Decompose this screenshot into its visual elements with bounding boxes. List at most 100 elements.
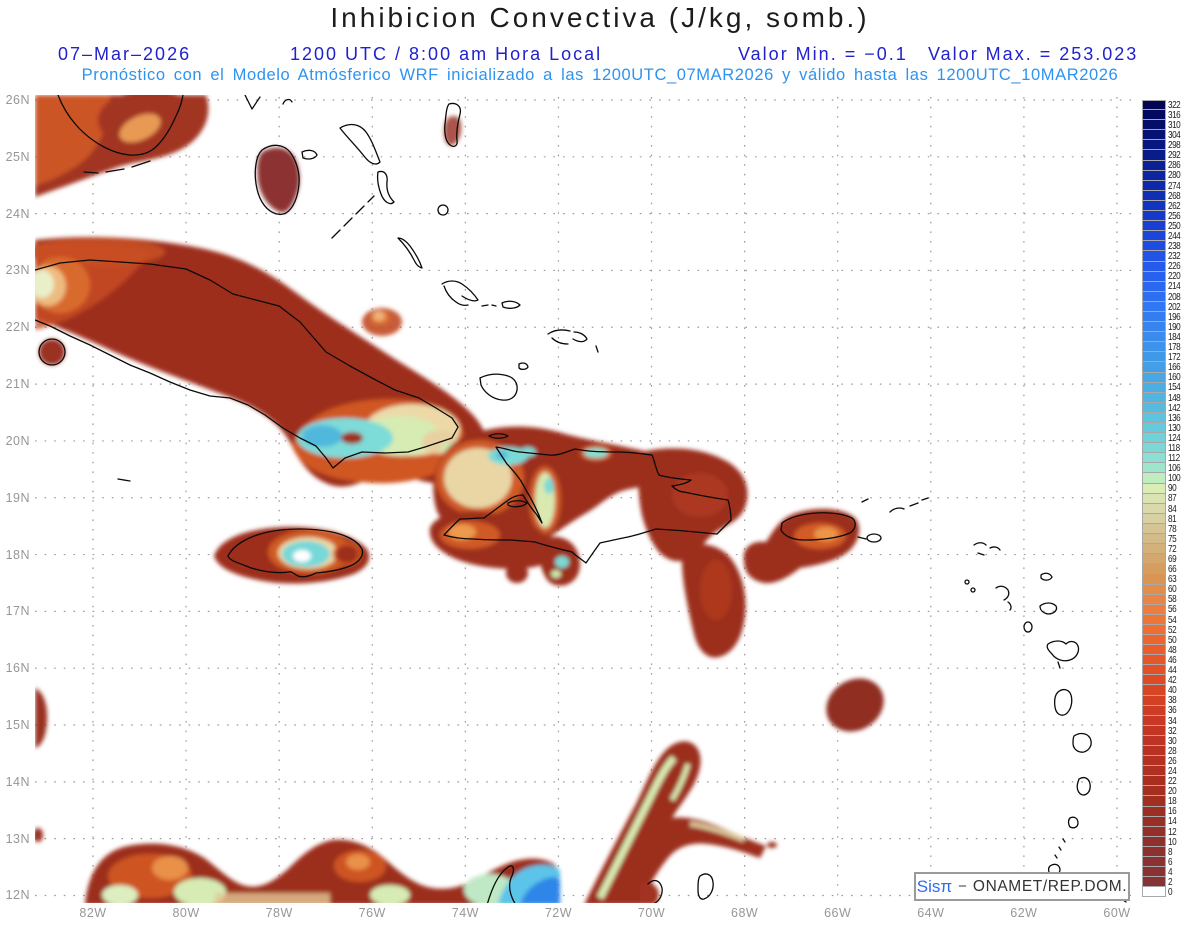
colorbar-cell	[1142, 200, 1166, 212]
colorbar-cell	[1142, 322, 1166, 333]
lat-tick-label: 16N	[5, 661, 30, 676]
colorbar-cell	[1142, 473, 1166, 484]
hook-band-shading	[584, 741, 777, 903]
colorbar-tick-label: 244	[1168, 230, 1181, 243]
lon-tick-label: 82W	[79, 906, 107, 920]
isla-juventud-coastline	[38, 338, 66, 366]
lon-tick-label: 74W	[451, 906, 479, 920]
colorbar-cell	[1142, 554, 1166, 565]
colorbar-cell	[1142, 746, 1166, 757]
colorbar-tick-label: 238	[1168, 240, 1181, 253]
colorbar-tick-label: 8	[1168, 845, 1173, 858]
jamaica-coastline	[227, 528, 364, 578]
virgin-islands-coastline	[861, 497, 929, 543]
colorbar-tick-label: 87	[1168, 492, 1177, 505]
legend-org-label: ONAMET/REP.DOM.	[972, 877, 1128, 895]
legend-separator: −	[958, 878, 967, 895]
colorbar-cell	[1142, 756, 1166, 767]
colorbar-cell	[1142, 291, 1166, 302]
colorbar-tick-label: 106	[1168, 462, 1181, 475]
colorbar-tick-label: 196	[1168, 310, 1181, 323]
colorbar-tick-label: 10	[1168, 835, 1177, 848]
colorbar-cell	[1142, 715, 1166, 726]
colorbar-cell	[1142, 826, 1166, 837]
colorbar-tick-label: 26	[1168, 754, 1177, 767]
colorbar-tick-label: 274	[1168, 179, 1181, 192]
colorbar-tick-label: 50	[1168, 633, 1177, 646]
isla-juventud-shading	[39, 339, 65, 365]
colorbar-cell	[1142, 110, 1166, 121]
colorbar-cell	[1142, 857, 1166, 868]
value-min-label: Valor Min. = −0.1	[738, 44, 908, 64]
florida-coastline	[57, 95, 184, 156]
lon-tick-label: 80W	[172, 906, 200, 920]
colorbar-tick-label: 286	[1168, 159, 1181, 172]
colorbar-tick-label: 32	[1168, 724, 1177, 737]
colorbar-tick-label: 58	[1168, 593, 1177, 606]
colorbar-cell	[1142, 483, 1166, 494]
colorbar-tick-label: 84	[1168, 502, 1177, 515]
andros-shading	[257, 147, 300, 213]
west-edge-dot	[35, 828, 43, 842]
colorbar-tick-label: 118	[1168, 441, 1180, 454]
lat-tick-label: 13N	[5, 831, 30, 846]
colorbar-cell	[1142, 160, 1166, 171]
colorbar-cell	[1142, 877, 1166, 888]
colorbar-cell	[1142, 140, 1166, 151]
colorbar-cell	[1142, 412, 1166, 423]
bahamas-coastline	[244, 95, 599, 401]
colorbar-cell	[1142, 665, 1166, 676]
colorbar-tick-label: 172	[1168, 351, 1181, 364]
colorbar-tick-label: 42	[1168, 674, 1177, 687]
colorbar-tick-label: 38	[1168, 694, 1177, 707]
colorbar-tick-label: 78	[1168, 522, 1177, 535]
florida-shading	[35, 95, 209, 197]
colorbar-cell	[1142, 443, 1166, 454]
colorbar-cell	[1142, 150, 1166, 161]
colorbar-tick-label: 34	[1168, 714, 1177, 727]
colorbar-tick-label: 66	[1168, 563, 1177, 576]
colorbar-cell	[1142, 695, 1166, 706]
colorbar-cell	[1142, 685, 1166, 696]
lon-tick-label: 66W	[824, 906, 852, 920]
colorbar-cell	[1142, 392, 1166, 403]
colorbar-cell	[1142, 503, 1166, 514]
colorbar-tick-label: 262	[1168, 199, 1181, 212]
tortuga-coastline	[488, 433, 509, 439]
colorbar-tick-label: 184	[1168, 330, 1181, 343]
colorbar-cell	[1142, 645, 1166, 656]
lat-tick-label: 19N	[5, 490, 30, 505]
lon-tick-label: 62W	[1010, 906, 1038, 920]
colorbar-cell	[1142, 836, 1166, 847]
colorbar-tick-label: 30	[1168, 734, 1177, 747]
colorbar-cell	[1142, 402, 1166, 413]
colorbar-cell	[1142, 241, 1166, 252]
south-coast-shading	[85, 839, 560, 903]
colorbar-tick-label: 226	[1168, 260, 1181, 273]
colorbar-cell	[1142, 453, 1166, 464]
colorbar-tick-label: 36	[1168, 704, 1177, 717]
cuba-coastline	[35, 259, 459, 469]
colorbar-tick-label: 154	[1168, 381, 1181, 394]
value-max-label: Valor Max. = 253.023	[928, 44, 1139, 64]
colorbar-cell	[1142, 342, 1166, 353]
gonave-coastline	[507, 500, 528, 508]
colorbar-tick-label: 54	[1168, 613, 1177, 626]
lat-tick-label: 26N	[5, 93, 30, 107]
lon-tick-label: 72W	[544, 906, 573, 920]
lat-tick-label: 14N	[5, 774, 30, 789]
colorbar-cell	[1142, 231, 1166, 242]
florida-keys-coastline	[83, 160, 151, 174]
colorbar-tick-label: 214	[1168, 280, 1181, 293]
colorbar-cell	[1142, 301, 1166, 312]
colorbar-tick-label: 44	[1168, 664, 1177, 677]
leeward-islands-coastline	[964, 542, 1058, 633]
colorbar-cell	[1142, 120, 1166, 131]
colorbar-tick-label: 136	[1168, 411, 1181, 424]
hispaniola-coastline	[443, 446, 732, 564]
lat-tick-label: 12N	[5, 888, 30, 903]
lon-tick-label: 76W	[358, 906, 386, 920]
jamaica-shading	[214, 526, 370, 584]
windward-islands-coastline	[1046, 640, 1092, 877]
